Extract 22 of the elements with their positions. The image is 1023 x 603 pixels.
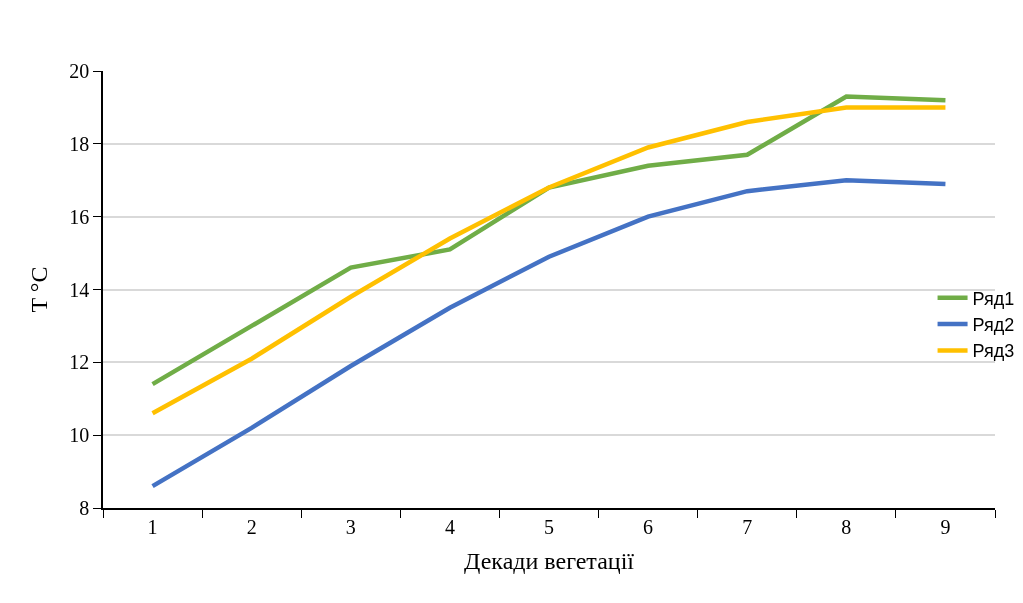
- x-tick-label: 9: [940, 515, 951, 538]
- y-tick-label: 8: [79, 497, 90, 519]
- x-tick-label: 4: [444, 515, 455, 538]
- y-tick-label: 18: [69, 132, 90, 155]
- y-tick-label: 16: [69, 205, 90, 228]
- y-tick-label: 10: [69, 424, 90, 447]
- x-tick-label: 6: [643, 515, 654, 538]
- x-axis-title: Декади вегетації: [464, 547, 635, 574]
- line-series: [150, 178, 948, 489]
- y-tick-label: 12: [69, 351, 90, 374]
- y-tick-label: 20: [69, 60, 90, 82]
- x-tick-label: 3: [345, 515, 356, 538]
- x-tick-label: 5: [544, 515, 554, 538]
- legend-label: Ряд2: [972, 315, 1015, 336]
- legend-label: Ряд1: [972, 288, 1015, 309]
- x-tick-label: 1: [147, 515, 158, 538]
- y-axis-title: T °C: [25, 266, 52, 313]
- x-tick-label: 2: [246, 515, 257, 538]
- legend-label: Ряд3: [972, 341, 1015, 362]
- x-tick-label: 8: [841, 515, 852, 538]
- y-tick-label: 14: [69, 278, 90, 301]
- x-tick-label: 7: [742, 515, 753, 538]
